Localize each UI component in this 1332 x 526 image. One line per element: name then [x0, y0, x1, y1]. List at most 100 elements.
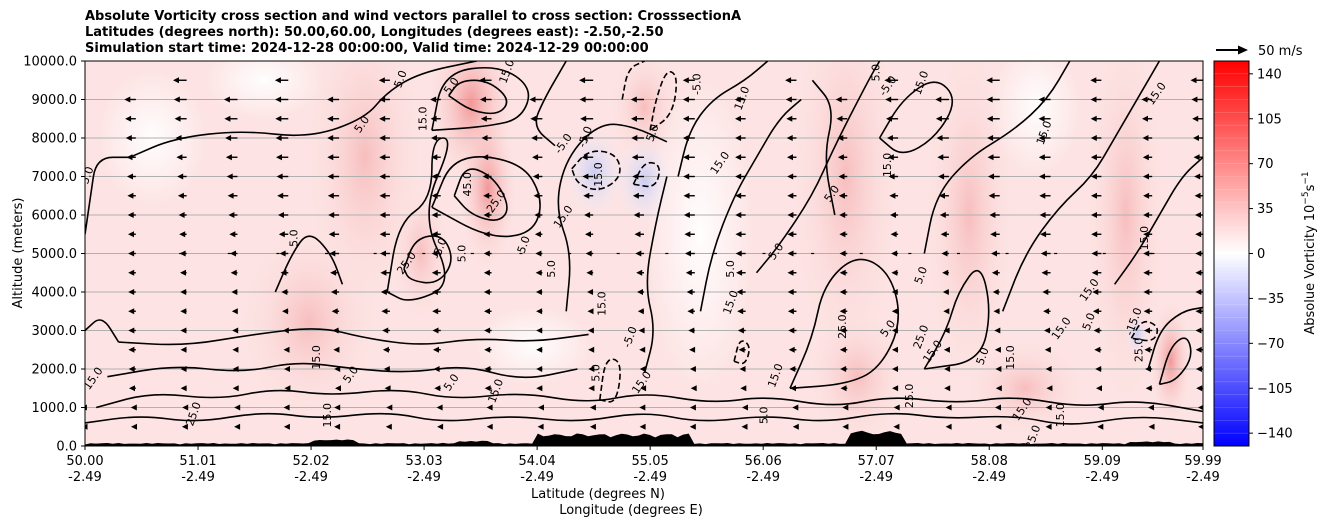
wind-vector-head	[436, 404, 443, 411]
wind-vector-head	[1043, 308, 1050, 315]
contour-positive-24	[1158, 337, 1192, 386]
wind-vector-head	[631, 115, 637, 122]
wind-vector-head	[230, 269, 237, 276]
colorbar-tick-label-6: −70	[1257, 337, 1284, 352]
wind-vector-head	[1195, 327, 1202, 334]
wind-vector-head	[889, 192, 896, 199]
wind-vector-152	[484, 346, 492, 353]
contour-negative-9	[632, 161, 661, 188]
contour-positive-3	[431, 66, 530, 132]
wind-vector-head	[939, 192, 945, 199]
wind-vector-260	[792, 404, 799, 411]
wind-vector-head	[532, 154, 539, 161]
contour-label-37: 15.0	[1004, 345, 1017, 370]
wind-vector-head	[127, 173, 133, 180]
wind-vector-223	[689, 404, 696, 411]
wind-vector-head	[430, 115, 437, 122]
wind-vector-head	[735, 250, 742, 257]
wind-vector-129	[378, 77, 390, 84]
wind-vector-head	[1090, 135, 1097, 141]
wind-vector-head	[379, 192, 386, 199]
wind-vector-201	[580, 115, 594, 122]
wind-vector-head	[432, 327, 439, 334]
wind-vector-233	[683, 212, 695, 218]
wind-vector-head	[891, 289, 898, 295]
wind-vector-head	[893, 404, 900, 411]
wind-vector-406	[1141, 96, 1153, 103]
wind-vector-346	[988, 173, 1000, 180]
wind-vector-290	[838, 192, 848, 199]
wind-vector-head	[589, 423, 596, 430]
wind-vector-head	[431, 135, 437, 141]
wind-vector-344	[989, 212, 1000, 218]
wind-vector-head	[486, 404, 493, 411]
wind-vector-head	[892, 385, 899, 392]
wind-vector-head	[986, 77, 993, 84]
wind-vector-97	[333, 346, 340, 353]
wind-vector-head	[536, 385, 543, 392]
wind-vector-head	[685, 250, 691, 257]
wind-vector-10	[76, 231, 85, 237]
wind-vector-303	[891, 289, 899, 295]
wind-vector-6	[77, 308, 86, 314]
wind-vector-head	[432, 308, 439, 315]
wind-vector-173	[536, 308, 543, 315]
colorbar-label: Absolue Vorticity 10−5s−1	[1301, 171, 1318, 334]
wind-vector-head	[682, 115, 689, 122]
wind-vector-head	[585, 250, 592, 257]
wind-vector-137	[431, 289, 441, 295]
wind-vector-402	[1143, 173, 1153, 180]
wind-vector-157	[483, 250, 492, 257]
wind-vector-169	[536, 385, 543, 392]
wind-vector-head	[1143, 231, 1150, 238]
wind-vector-297	[893, 404, 900, 411]
wind-vector-head	[128, 289, 135, 295]
wind-vector-head	[737, 327, 744, 334]
contour-label-34: 25.0	[903, 384, 916, 409]
wind-vector-head	[535, 289, 542, 295]
wind-vector-112	[386, 404, 393, 411]
wind-vector-241	[741, 423, 748, 430]
wind-vector-62	[231, 308, 238, 315]
wind-vector-82	[280, 269, 289, 276]
wind-vector-261	[790, 385, 797, 392]
wind-vector-head	[175, 135, 182, 141]
wind-vector-385	[1090, 135, 1102, 141]
wind-vector-392	[1145, 366, 1153, 372]
wind-vector-head	[229, 231, 236, 238]
wind-vector-58	[232, 385, 239, 392]
wind-vector-124	[379, 173, 390, 180]
wind-vector-head	[683, 192, 690, 199]
wind-vector-head	[1045, 423, 1052, 430]
wind-vector-head	[179, 250, 186, 257]
wind-vector-head	[1143, 192, 1150, 199]
wind-vector-279	[842, 404, 849, 411]
wind-vector-270	[787, 212, 797, 218]
wind-vector-head	[785, 96, 792, 103]
wind-vector-141	[431, 212, 441, 218]
wind-vector-head	[842, 404, 849, 411]
wind-vector-310	[887, 154, 899, 161]
wind-vector-208	[639, 346, 646, 353]
wind-vector-head	[382, 346, 389, 353]
contour-label-4: 15.0	[416, 107, 429, 132]
wind-vector-331	[935, 115, 949, 122]
x-tick-label-lon-5: -2.49	[633, 470, 667, 485]
wind-vector-207	[639, 366, 646, 372]
wind-vector-head	[581, 154, 588, 161]
wind-vector-288	[839, 231, 848, 238]
contour-label-28: 15.0	[881, 153, 894, 178]
wind-vector-153	[484, 327, 492, 334]
wind-vector-274	[786, 135, 797, 141]
wind-vector-head	[1190, 77, 1197, 84]
wind-vector-head	[1193, 135, 1199, 141]
vorticity-field-shading	[97, 61, 1191, 446]
wind-vector-418	[1195, 212, 1203, 218]
wind-vector-head	[1038, 115, 1045, 122]
wind-vector-375	[1093, 327, 1102, 334]
wind-vector-330	[936, 135, 949, 141]
wind-vector-63	[231, 289, 238, 295]
wind-vector-head	[179, 231, 186, 238]
wind-vector-head	[530, 115, 537, 122]
wind-vector-271	[787, 192, 797, 199]
